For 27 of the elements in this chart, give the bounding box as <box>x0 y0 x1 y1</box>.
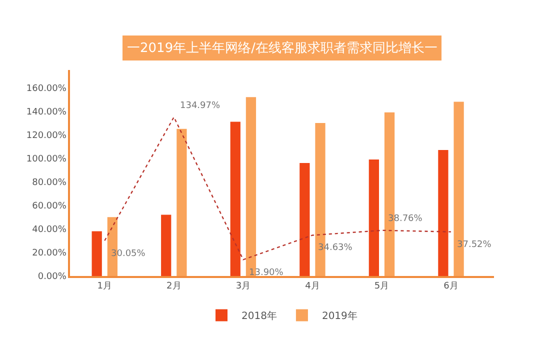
bar <box>92 231 102 276</box>
y-tick-label: 120.00% <box>26 130 67 141</box>
x-tick-label: 3月 <box>236 282 251 292</box>
x-tick-label: 2月 <box>166 282 182 292</box>
y-tick-label: 140.00% <box>26 107 67 118</box>
bar <box>368 159 379 276</box>
y-tick-label: 20.00% <box>32 248 67 259</box>
y-tick-label: 0.00% <box>38 272 67 282</box>
data-label: 134.97% <box>180 101 220 111</box>
x-tick-label: 1月 <box>97 282 112 292</box>
x-tick-label: 5月 <box>374 282 390 292</box>
bar <box>438 150 448 276</box>
y-tick-label: 100.00% <box>26 154 67 164</box>
x-tick-label: 4月 <box>305 282 320 292</box>
legend-label: 2019年 <box>322 310 358 322</box>
y-tick-label: 40.00% <box>32 225 67 236</box>
y-tick-label: 160.00% <box>26 84 67 94</box>
bar <box>300 162 310 276</box>
bar <box>176 128 187 276</box>
x-tick-label: 6月 <box>444 282 458 292</box>
bar <box>230 122 240 276</box>
legend-label: 2018年 <box>242 310 277 322</box>
y-tick-label: 80.00% <box>32 178 67 188</box>
bar <box>161 214 172 276</box>
line-series <box>104 116 452 260</box>
chart-title: 一2019年上半年网络/在线客服求职者需求同比增长一 <box>127 40 438 56</box>
y-tick-label: 60.00% <box>32 202 67 212</box>
